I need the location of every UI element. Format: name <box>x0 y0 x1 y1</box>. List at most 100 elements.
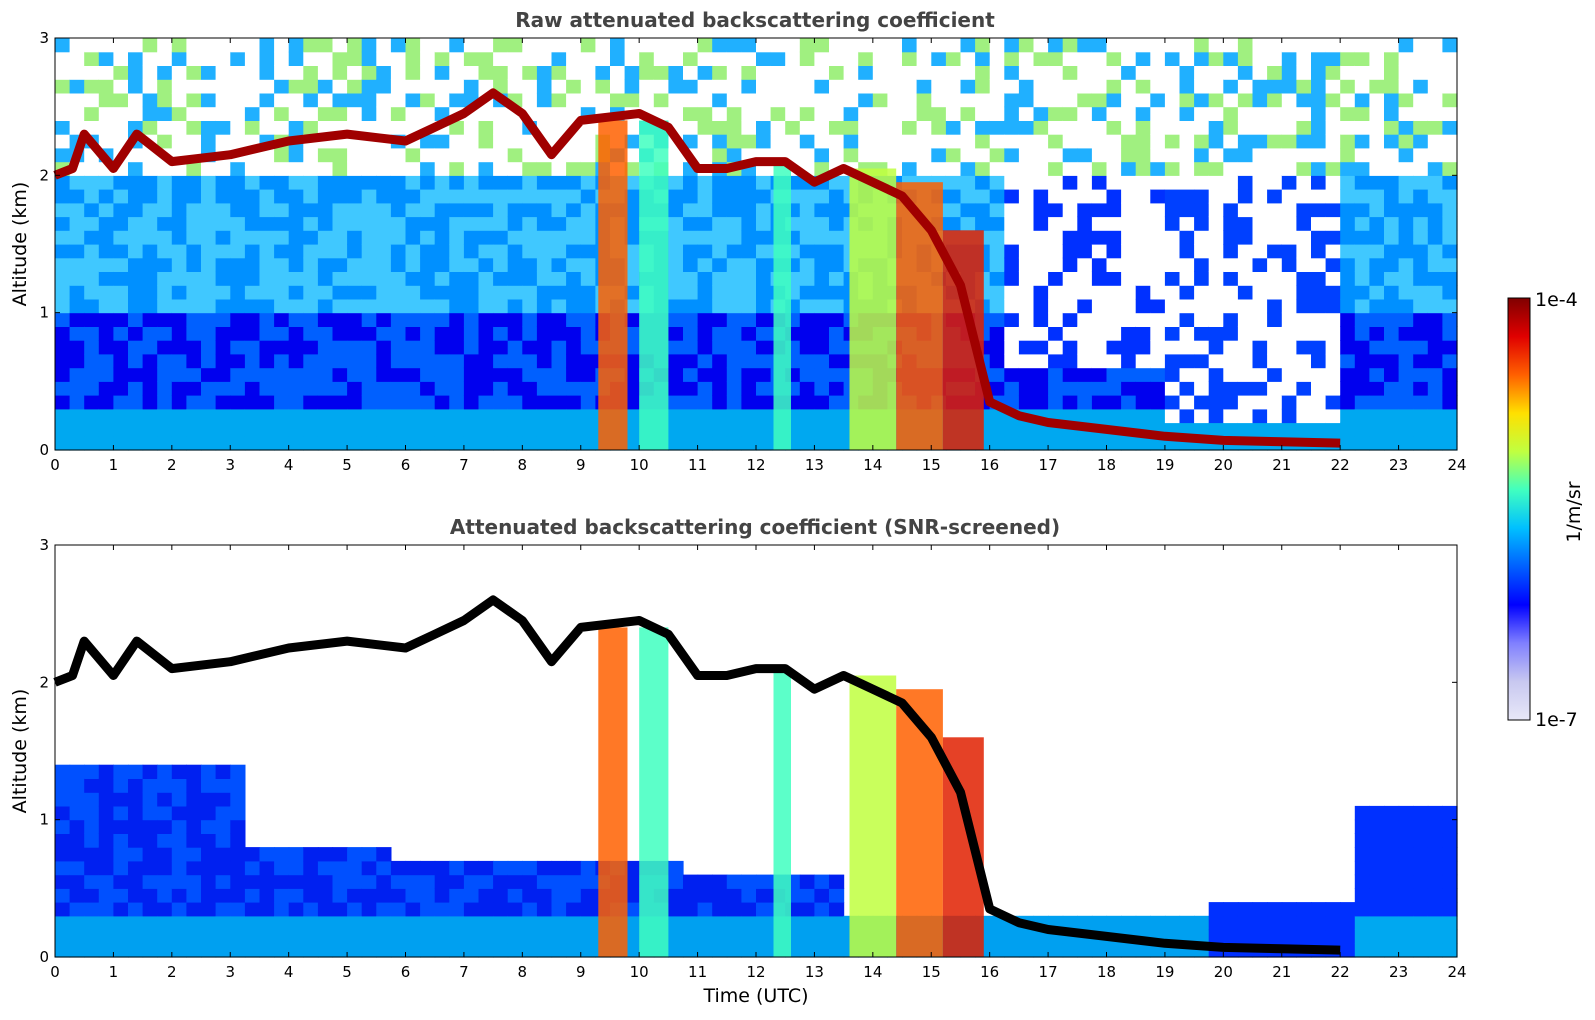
heatmap-cell <box>420 65 436 80</box>
heatmap-cell <box>186 312 202 327</box>
heatmap-cell <box>113 436 129 451</box>
heatmap-cell <box>989 38 1005 53</box>
heatmap-cell <box>858 147 874 163</box>
heatmap-cell <box>317 915 334 931</box>
heatmap-cell <box>624 888 640 903</box>
heatmap-cell <box>244 395 261 410</box>
heatmap-cell <box>317 874 334 889</box>
heatmap-cell <box>566 860 582 876</box>
heatmap-cell <box>872 65 888 80</box>
heatmap-cell <box>1062 381 1078 396</box>
x-tick-label: 22 <box>1331 456 1350 474</box>
heatmap-cell <box>142 805 158 821</box>
heatmap-cell <box>1091 79 1108 94</box>
heatmap-cell <box>756 216 772 231</box>
heatmap-cell <box>55 285 71 300</box>
heatmap-cell <box>215 326 231 341</box>
y-tick-label: 3 <box>39 29 49 47</box>
heatmap-cell <box>288 38 304 53</box>
heatmap-cell <box>1135 230 1151 245</box>
heatmap-cell <box>712 257 728 272</box>
heatmap-cell <box>215 216 231 231</box>
heatmap-cell <box>580 395 596 410</box>
heatmap-cell <box>347 202 363 218</box>
heatmap-cell <box>1325 175 1341 190</box>
heatmap-cell <box>157 120 173 135</box>
heatmap-cell <box>902 106 918 121</box>
heatmap-cell <box>128 38 144 53</box>
heatmap-cell <box>580 202 596 218</box>
heatmap-cell <box>317 395 334 410</box>
heatmap-cell <box>683 298 699 314</box>
heatmap-cell <box>551 408 567 424</box>
heatmap-cell <box>1311 257 1327 272</box>
heatmap-cell <box>493 106 509 121</box>
heatmap-cell <box>1106 189 1122 204</box>
heatmap-cell <box>332 92 348 108</box>
heatmap-cell <box>580 367 596 382</box>
heatmap-cell <box>1369 92 1385 108</box>
heatmap-cell <box>887 147 903 163</box>
x-tick-label: 2 <box>167 456 177 474</box>
heatmap-cell <box>128 312 144 327</box>
heatmap-cell <box>55 340 71 355</box>
heatmap-cell <box>1354 216 1370 231</box>
heatmap-cell <box>902 51 918 66</box>
heatmap-cell <box>1413 874 1429 889</box>
heatmap-cell <box>157 92 173 108</box>
heatmap-cell <box>829 134 845 149</box>
heatmap-cell <box>1354 120 1370 135</box>
heatmap-cell <box>1033 65 1049 80</box>
heatmap-cell <box>449 120 465 135</box>
heatmap-cell <box>274 38 290 53</box>
heatmap-cell <box>726 106 742 121</box>
heatmap-cell <box>1194 257 1210 272</box>
heatmap-cell <box>1442 230 1458 245</box>
heatmap-cell <box>84 353 100 369</box>
heatmap-cell <box>171 888 187 903</box>
heatmap-cell <box>493 120 509 135</box>
heatmap-cell <box>1048 381 1064 396</box>
heatmap-cell <box>1340 216 1356 231</box>
heatmap-cell <box>683 915 699 931</box>
heatmap-cell <box>215 298 231 314</box>
heatmap-cell <box>1077 79 1093 94</box>
heatmap-cell <box>1135 312 1151 327</box>
heatmap-cell <box>975 65 991 80</box>
x-tick-label: 17 <box>1039 963 1058 981</box>
heatmap-cell <box>551 929 567 944</box>
heatmap-cell <box>55 860 71 876</box>
heatmap-cell <box>551 216 567 231</box>
heatmap-cell <box>449 915 465 931</box>
heatmap-cell <box>1427 860 1443 876</box>
heatmap-cell <box>463 285 480 300</box>
heatmap-cell <box>186 943 202 958</box>
heatmap-cell <box>551 106 567 121</box>
heatmap-cell <box>478 285 494 300</box>
heatmap-cell <box>463 367 480 382</box>
heatmap-cell <box>829 312 845 327</box>
heatmap-cell <box>390 860 407 876</box>
heatmap-cell <box>1384 805 1400 821</box>
heatmap-cell <box>98 353 114 369</box>
heatmap-cell <box>1237 79 1254 94</box>
heatmap-cell <box>507 298 523 314</box>
heatmap-cell <box>814 298 830 314</box>
heatmap-cell <box>1106 216 1122 231</box>
heatmap-cell <box>288 902 304 917</box>
heatmap-cell <box>624 134 640 149</box>
heatmap-cell <box>668 257 684 272</box>
heatmap-cell <box>449 134 465 149</box>
heatmap-cell <box>478 65 494 80</box>
heatmap-cell <box>449 860 465 876</box>
heatmap-cell <box>201 298 217 314</box>
heatmap-cell <box>113 92 129 108</box>
heatmap-cell <box>668 147 684 163</box>
heatmap-cell <box>887 92 903 108</box>
x-tick-label: 12 <box>746 456 765 474</box>
heatmap-cell <box>916 65 932 80</box>
heatmap-cell <box>639 51 655 66</box>
heatmap-cell <box>1018 312 1035 327</box>
heatmap-cell <box>843 79 859 94</box>
heatmap-cell <box>376 874 392 889</box>
